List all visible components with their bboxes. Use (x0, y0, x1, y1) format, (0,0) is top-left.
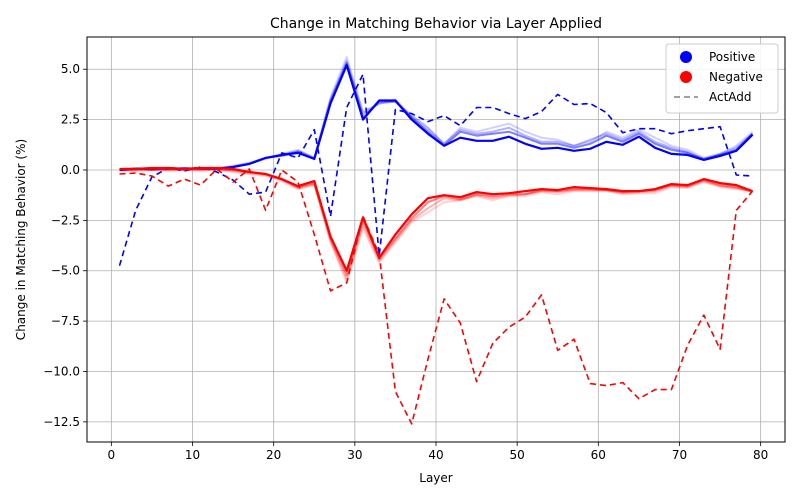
legend-label-actadd: ActAdd (709, 90, 752, 104)
x-tick-label: 0 (108, 448, 116, 462)
x-tick-label: 10 (185, 448, 200, 462)
x-tick-label: 40 (428, 448, 443, 462)
legend: Positive Negative ActAdd (665, 43, 779, 114)
series-line-negative (119, 166, 753, 272)
series-line-negative-faint-variant-1 (119, 169, 753, 284)
axis-ticks: 0 10 20 30 40 50 60 70 80 −12.5 −10.0 −7.5 −5.0 −2.5 0… (43, 62, 768, 462)
y-tick-label: −10.0 (43, 364, 80, 378)
x-tick-label: 60 (591, 448, 606, 462)
series-lines (118, 56, 754, 425)
x-tick-label: 20 (266, 448, 281, 462)
legend-label-negative: Negative (709, 70, 763, 84)
chart-title: Change in Matching Behavior via Layer Ap… (270, 16, 602, 32)
legend-marker-positive (680, 51, 692, 63)
x-tick-label: 50 (510, 448, 525, 462)
x-tick-label: 70 (672, 448, 687, 462)
y-axis-label: Change in Matching Behavior (%) (14, 139, 28, 340)
y-tick-label: 0.0 (61, 163, 80, 177)
legend-label-positive: Positive (709, 50, 755, 64)
legend-box (665, 43, 779, 114)
x-tick-label: 30 (347, 448, 362, 462)
y-tick-label: −2.5 (51, 213, 80, 227)
y-tick-label: −7.5 (51, 314, 80, 328)
y-tick-label: 2.5 (61, 113, 80, 127)
y-tick-label: −12.5 (43, 415, 80, 429)
series-line-actadd-negative (119, 168, 754, 425)
x-tick-label: 80 (753, 448, 768, 462)
y-tick-label: 5.0 (61, 62, 80, 76)
legend-marker-negative (680, 71, 692, 83)
x-axis-label: Layer (419, 471, 453, 485)
y-tick-label: −5.0 (51, 264, 80, 278)
